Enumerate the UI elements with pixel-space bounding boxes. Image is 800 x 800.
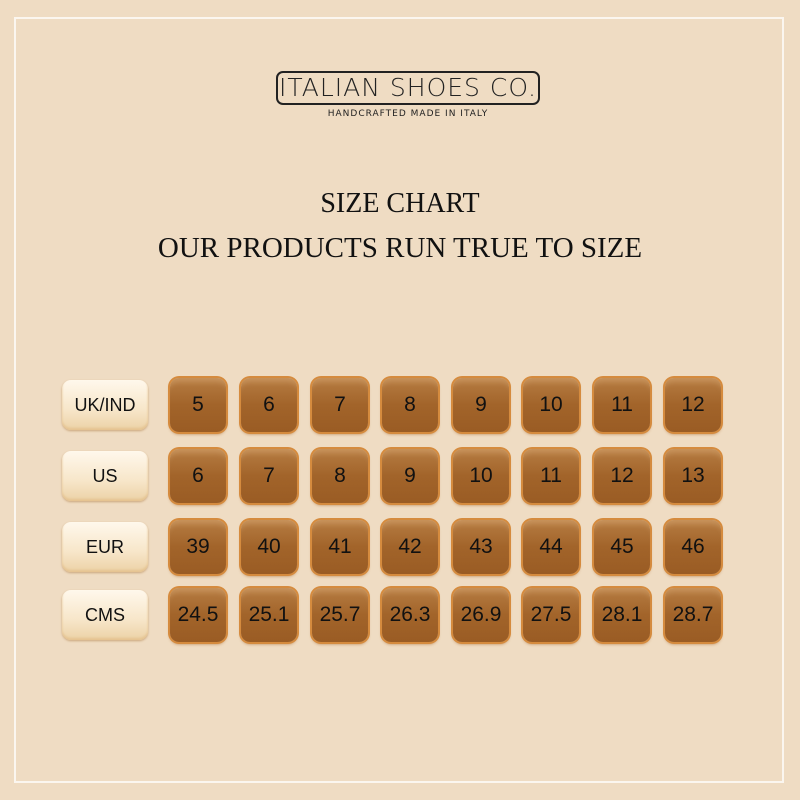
size-cell: 5 [170,378,226,432]
size-cell: 40 [241,520,297,574]
size-cell: 28.1 [594,588,650,642]
size-cell: 28.7 [665,588,721,642]
row-label: CMS [62,590,148,640]
size-cell: 8 [312,449,368,503]
size-cell: 10 [523,378,579,432]
size-cell: 11 [594,378,650,432]
size-cell: 27.5 [523,588,579,642]
size-cell: 45 [594,520,650,574]
size-cell: 12 [665,378,721,432]
page-subtitle: OUR PRODUCTS RUN TRUE TO SIZE [157,232,643,264]
size-cell: 10 [453,449,509,503]
size-cell: 41 [312,520,368,574]
size-cell: 26.9 [453,588,509,642]
row-label: UK/IND [62,380,148,430]
size-cell: 46 [665,520,721,574]
size-cell: 25.7 [312,588,368,642]
brand-tagline: HANDCRAFTED MADE IN ITALY [327,109,489,119]
size-cell: 13 [665,449,721,503]
size-cell: 11 [523,449,579,503]
size-cell: 8 [382,378,438,432]
border-frame [14,17,784,783]
size-cell: 7 [312,378,368,432]
page-title: SIZE CHART [320,188,480,219]
size-cell: 44 [523,520,579,574]
size-cell: 6 [241,378,297,432]
size-cell: 7 [241,449,297,503]
size-cell: 6 [170,449,226,503]
row-label: EUR [62,522,148,572]
row-label: US [62,451,148,501]
size-cell: 24.5 [170,588,226,642]
brand-logo: ITALIAN SHOES CO. [276,71,540,105]
size-cell: 9 [382,449,438,503]
size-cell: 43 [453,520,509,574]
size-cell: 12 [594,449,650,503]
size-cell: 42 [382,520,438,574]
size-cell: 25.1 [241,588,297,642]
size-cell: 26.3 [382,588,438,642]
size-cell: 39 [170,520,226,574]
size-cell: 9 [453,378,509,432]
